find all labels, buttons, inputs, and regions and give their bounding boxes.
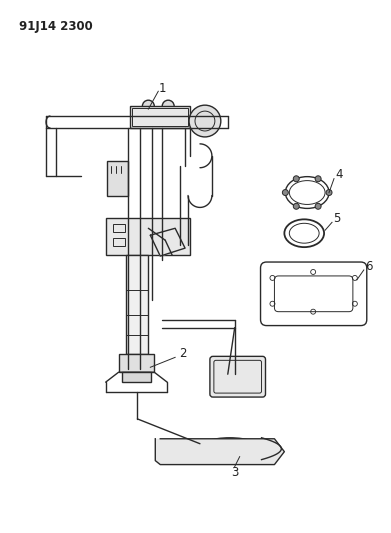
Circle shape	[282, 190, 288, 196]
Circle shape	[293, 203, 299, 209]
Bar	[133, 108, 188, 126]
Text: 1: 1	[158, 82, 166, 95]
Circle shape	[293, 176, 299, 182]
Circle shape	[142, 100, 154, 112]
Text: 3: 3	[231, 466, 239, 479]
FancyBboxPatch shape	[210, 357, 265, 397]
Polygon shape	[155, 439, 284, 465]
Text: 6: 6	[365, 260, 373, 272]
Circle shape	[189, 105, 221, 137]
Circle shape	[315, 176, 321, 182]
Circle shape	[326, 190, 332, 196]
Bar	[127, 255, 148, 354]
Text: 2: 2	[179, 347, 187, 360]
Polygon shape	[150, 228, 185, 256]
Text: 5: 5	[333, 212, 341, 225]
Bar	[118, 354, 154, 372]
Circle shape	[162, 100, 174, 112]
Circle shape	[315, 203, 321, 209]
Ellipse shape	[197, 438, 262, 459]
Bar	[113, 238, 124, 246]
Bar	[107, 161, 129, 196]
Bar	[106, 219, 190, 255]
Text: 91J14 2300: 91J14 2300	[19, 20, 93, 33]
Bar	[113, 224, 124, 232]
Bar	[131, 106, 190, 128]
Text: 4: 4	[335, 168, 343, 181]
Bar	[122, 372, 151, 382]
